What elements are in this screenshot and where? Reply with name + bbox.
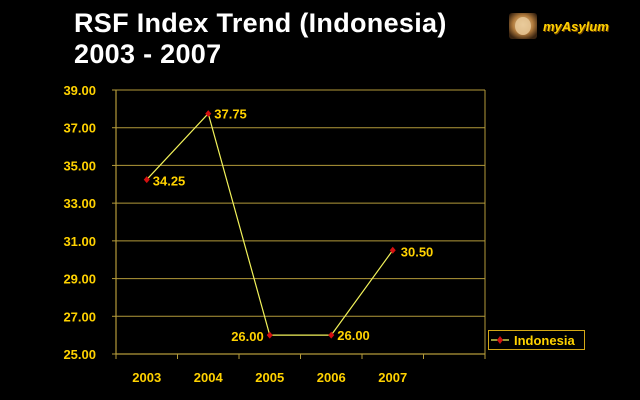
x-tick-label: 2004	[194, 370, 224, 385]
y-tick-label: 33.00	[63, 196, 96, 211]
data-point	[205, 110, 212, 118]
data-label: 26.00	[231, 329, 264, 344]
data-label: 37.75	[214, 107, 247, 122]
data-point	[266, 331, 273, 339]
brand-logo: myAsylum	[509, 13, 615, 39]
x-tick-label: 2006	[317, 370, 346, 385]
legend-marker-icon	[491, 336, 509, 344]
data-label: 26.00	[337, 328, 370, 343]
title-line-1: RSF Index Trend (Indonesia)	[74, 8, 447, 38]
title-line-2: 2003 - 2007	[74, 39, 222, 69]
y-tick-label: 35.00	[63, 158, 96, 173]
chart-title: RSF Index Trend (Indonesia) 2003 - 2007	[74, 8, 447, 70]
y-tick-label: 37.00	[63, 121, 96, 136]
legend-label: Indonesia	[514, 332, 575, 348]
logo-text: myAsylum	[543, 18, 609, 34]
series-line-indonesia	[146, 112, 394, 336]
legend: Indonesia	[488, 330, 585, 350]
data-point	[389, 246, 396, 254]
y-tick-label: 39.00	[63, 83, 96, 98]
x-tick-label: 2007	[378, 370, 407, 385]
logo-face-icon	[509, 13, 537, 39]
x-tick-label: 2005	[255, 370, 284, 385]
data-label: 34.25	[153, 174, 186, 189]
y-tick-label: 31.00	[63, 234, 96, 249]
data-point	[328, 331, 335, 339]
x-tick-label: 2003	[132, 370, 161, 385]
data-point	[143, 176, 150, 184]
y-tick-label: 29.00	[63, 272, 96, 287]
data-label: 30.50	[401, 244, 434, 259]
y-tick-label: 27.00	[63, 309, 96, 324]
y-tick-label: 25.00	[63, 347, 96, 362]
